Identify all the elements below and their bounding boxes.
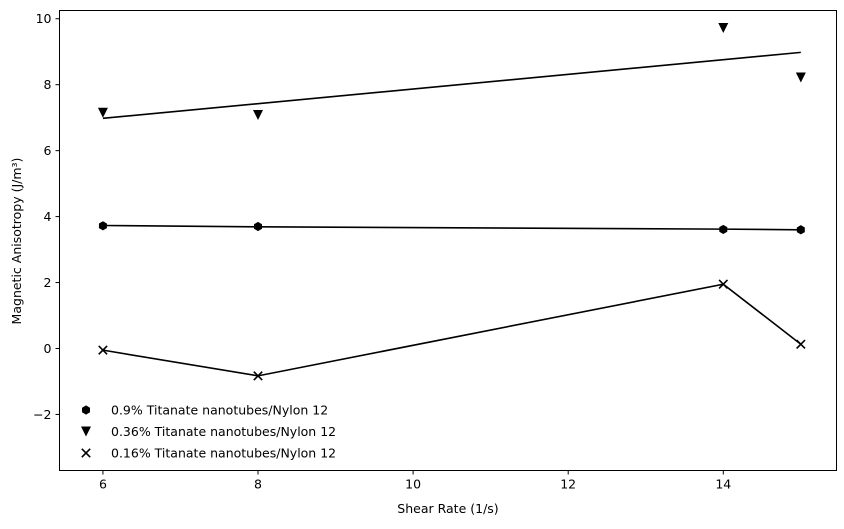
data-markers [97,22,806,381]
x-tick-label: 12 [560,477,576,492]
data-point-s0-3 [796,225,805,235]
data-point-s1-3 [795,72,806,83]
x-tick-label: 14 [715,477,731,492]
y-tick-label: 2 [44,275,52,290]
legend-label-2: 0.16% Titanate nanotubes/Nylon 12 [111,446,336,461]
data-point-s0-0 [98,221,107,231]
series-line-1 [102,51,801,120]
x-tick-label: 8 [254,477,262,492]
data-point-s0-2 [719,224,728,235]
x-tick-label: 10 [405,477,421,492]
data-point-s1-0 [97,107,108,118]
data-point-s1-2 [718,22,729,33]
series-line-0 [102,224,801,231]
x-axis-ticks: 6 8 10 12 14 [99,470,731,492]
y-tick-label: 10 [36,11,52,26]
series-line-2 [102,283,802,377]
y-tick-label: 0 [44,341,52,356]
plot-frame [59,10,837,471]
fit-lines [102,51,802,377]
data-point-s0-1 [254,221,262,232]
y-axis-ticks: −2 0 2 4 6 8 10 [33,11,60,422]
data-point-s2-3 [796,339,806,349]
legend-label-0: 0.9% Titanate nanotubes/Nylon 12 [111,403,328,418]
data-point-s2-2 [718,279,729,289]
legend: 0.9% Titanate nanotubes/Nylon 12 0.36% Ti… [81,403,336,461]
data-point-s2-1 [253,371,263,381]
x-axis-label: Shear Rate (1/s) [397,501,498,516]
data-point-s2-0 [98,345,108,355]
legend-label-1: 0.36% Titanate nanotubes/Nylon 12 [111,424,336,439]
y-tick-label: 4 [44,209,52,224]
legend-marker-0 [82,405,90,415]
legend-marker-1 [81,426,91,437]
y-tick-label: 8 [44,77,52,92]
legend-marker-2 [81,448,91,458]
x-tick-label: 6 [99,477,107,492]
y-axis-label: Magnetic Anisotropy (J/m³) [9,158,24,325]
data-point-s1-1 [253,110,264,121]
y-tick-label: 6 [44,143,52,158]
y-tick-label: −2 [33,407,51,422]
